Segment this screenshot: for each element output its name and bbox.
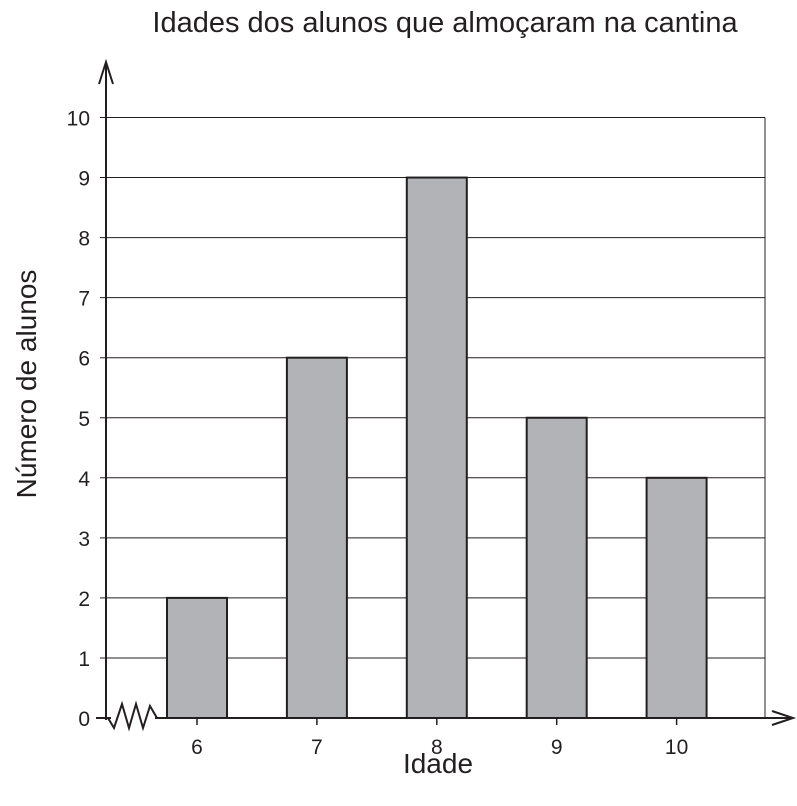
bar-6 — [166, 596, 228, 720]
y-tick-label-2: 2 — [78, 588, 90, 611]
axis-break-zigzag-icon — [107, 700, 165, 732]
x-tick-label-9: 9 — [551, 736, 563, 759]
bars — [166, 176, 708, 720]
y-tick-label-4: 4 — [78, 468, 90, 491]
y-tick-label-7: 7 — [78, 288, 90, 311]
y-tick-labels: 0 1 2 3 4 5 6 7 8 9 10 — [67, 108, 91, 732]
axes — [96, 58, 797, 732]
y-tick-label-1: 1 — [78, 648, 90, 671]
bar-9 — [525, 416, 588, 719]
x-tick-label-6: 6 — [191, 736, 203, 759]
x-tick-label-10: 10 — [665, 736, 688, 759]
bar-8 — [405, 176, 468, 720]
y-axis-arrowhead — [98, 58, 114, 85]
y-tick-label-3: 3 — [78, 528, 90, 551]
y-tick-label-10: 10 — [67, 108, 90, 131]
y-axis-label: Número de alunos — [11, 270, 42, 499]
x-tick-label-8: 8 — [431, 736, 443, 759]
x-tick-label-7: 7 — [311, 736, 323, 759]
bar-7 — [285, 356, 348, 719]
x-axis-label: Idade — [403, 748, 473, 779]
y-tick-label-6: 6 — [78, 348, 90, 371]
y-tick-label-0: 0 — [78, 708, 90, 731]
x-axis-arrowhead — [771, 710, 797, 726]
y-tick-label-5: 5 — [78, 408, 90, 431]
y-tick-label-8: 8 — [78, 228, 90, 251]
y-tick-label-9: 9 — [78, 168, 90, 191]
bar-10 — [645, 476, 708, 719]
chart-title: Idades dos alunos que almoçaram na canti… — [152, 7, 738, 39]
x-tick-labels: 6 7 8 9 10 — [191, 718, 688, 759]
